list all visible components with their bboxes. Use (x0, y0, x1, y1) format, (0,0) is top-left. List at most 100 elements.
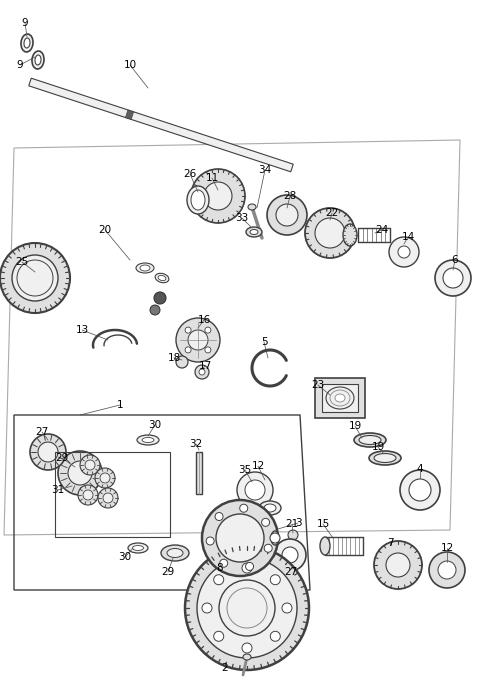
Circle shape (443, 268, 463, 288)
Circle shape (58, 451, 102, 495)
Circle shape (305, 208, 355, 258)
Circle shape (100, 473, 110, 483)
Text: 3: 3 (295, 518, 301, 528)
Ellipse shape (136, 263, 154, 273)
Ellipse shape (167, 548, 183, 557)
Circle shape (282, 603, 292, 613)
Circle shape (85, 460, 95, 470)
Circle shape (409, 479, 431, 501)
Ellipse shape (155, 273, 169, 283)
Ellipse shape (191, 190, 205, 210)
Circle shape (95, 468, 115, 488)
Ellipse shape (243, 654, 251, 660)
Text: 24: 24 (375, 225, 389, 235)
Circle shape (220, 559, 228, 567)
Ellipse shape (369, 451, 401, 465)
Circle shape (374, 541, 422, 589)
Circle shape (389, 237, 419, 267)
Circle shape (78, 485, 98, 505)
Circle shape (188, 330, 208, 350)
Circle shape (150, 305, 160, 315)
Text: 25: 25 (15, 257, 29, 267)
Text: 28: 28 (283, 191, 297, 201)
Circle shape (240, 505, 248, 512)
Circle shape (103, 493, 113, 503)
Text: 11: 11 (205, 173, 218, 183)
Text: 17: 17 (198, 361, 212, 371)
Ellipse shape (335, 394, 345, 402)
Text: 27: 27 (36, 427, 48, 437)
Text: 12: 12 (440, 543, 454, 553)
Circle shape (429, 552, 465, 588)
Circle shape (38, 442, 58, 462)
Ellipse shape (259, 501, 281, 515)
Text: 13: 13 (75, 325, 89, 335)
Text: 2: 2 (222, 663, 228, 673)
Ellipse shape (264, 504, 276, 512)
Circle shape (274, 539, 306, 571)
Ellipse shape (271, 531, 279, 545)
Circle shape (262, 518, 270, 527)
Ellipse shape (248, 204, 256, 210)
Circle shape (191, 169, 245, 223)
Text: 1: 1 (117, 400, 123, 410)
Circle shape (205, 327, 211, 333)
Circle shape (246, 563, 253, 570)
Circle shape (199, 369, 205, 375)
Circle shape (185, 546, 309, 670)
Circle shape (185, 327, 191, 333)
Bar (322, 384, 358, 412)
Circle shape (270, 631, 280, 641)
Circle shape (202, 603, 212, 613)
Ellipse shape (140, 265, 150, 271)
Circle shape (204, 182, 232, 210)
Ellipse shape (21, 34, 33, 52)
Text: 9: 9 (22, 18, 28, 28)
Circle shape (276, 204, 298, 226)
Ellipse shape (158, 275, 166, 281)
Circle shape (185, 347, 191, 353)
Circle shape (0, 243, 70, 313)
Circle shape (216, 514, 264, 562)
Circle shape (435, 260, 471, 296)
Ellipse shape (250, 229, 258, 234)
Text: 21: 21 (286, 519, 299, 529)
Text: 29: 29 (55, 453, 69, 463)
Circle shape (438, 561, 456, 579)
Circle shape (267, 195, 307, 235)
Ellipse shape (128, 543, 148, 553)
Text: 16: 16 (197, 315, 211, 325)
Circle shape (154, 292, 166, 304)
Circle shape (386, 553, 410, 577)
Text: 4: 4 (417, 464, 423, 474)
Text: 12: 12 (252, 461, 264, 471)
Polygon shape (29, 78, 293, 172)
Text: 29: 29 (161, 567, 175, 577)
Text: 6: 6 (452, 255, 458, 265)
Circle shape (214, 631, 224, 641)
Circle shape (245, 480, 265, 500)
Circle shape (242, 563, 252, 573)
Circle shape (288, 530, 298, 540)
Text: 30: 30 (148, 420, 162, 430)
Circle shape (237, 472, 273, 508)
Circle shape (202, 500, 278, 576)
Text: 20: 20 (98, 225, 111, 235)
Text: 33: 33 (235, 213, 249, 223)
Text: 14: 14 (401, 232, 415, 242)
Circle shape (12, 255, 58, 301)
Bar (196, 452, 202, 494)
Text: 35: 35 (239, 465, 252, 475)
Text: 34: 34 (258, 165, 272, 175)
Text: 30: 30 (119, 552, 132, 562)
Text: 19: 19 (372, 442, 384, 452)
Ellipse shape (320, 537, 330, 555)
Circle shape (315, 218, 345, 248)
Circle shape (206, 537, 214, 545)
Circle shape (270, 533, 280, 543)
Circle shape (68, 461, 92, 485)
Text: 31: 31 (51, 485, 65, 495)
Ellipse shape (187, 186, 209, 214)
Ellipse shape (374, 453, 396, 462)
Circle shape (215, 513, 223, 520)
